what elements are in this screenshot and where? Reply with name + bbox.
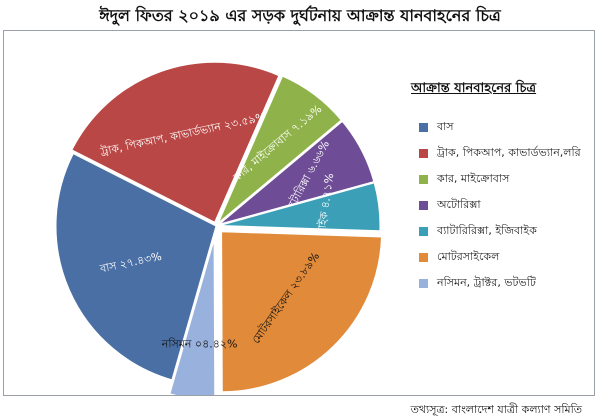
pie-slice (55, 152, 217, 381)
legend-item: কার, মাইক্রোবাস (399, 166, 599, 192)
legend-label: ট্রাক, পিকআপ, কাভার্ডভ্যান,লরি (437, 145, 581, 159)
legend-label: নসিমন, ট্রাক্টর, ভটভটি (437, 275, 536, 289)
chart-area: বাস ২৭.৪৩% ট্রাক, পিকআপ, কাভার্ডভ্যান ২৩.… (3, 30, 595, 416)
legend: আক্রান্ত যানবাহনের চিত্র বাস ট্রাক, পিকআপ… (399, 79, 599, 296)
legend-label: কার, মাইক্রোবাস (437, 171, 510, 185)
legend-swatch (419, 174, 428, 184)
legend-label: বাস (437, 119, 454, 133)
pie-slice (219, 182, 381, 232)
legend-item: বাস (399, 114, 599, 140)
legend-item: মোটরসাইকেল (399, 244, 599, 270)
slice-data-label: নসিমন ০৪.৪২% (161, 337, 238, 350)
legend-item: ব্যাটারিরিক্সা, ইজিবাইক (399, 218, 599, 244)
legend-swatch (419, 122, 428, 132)
chart-title: ঈদুল ফিতর ২০১৯ এর সড়ক দুর্ঘটনায় আক্রান… (99, 6, 501, 25)
pie-slice (217, 75, 342, 224)
legend-title: আক্রান্ত যানবাহনের চিত্র (411, 81, 537, 96)
pie-slice (221, 231, 383, 393)
legend-swatch (419, 252, 428, 262)
legend-items: বাস ট্রাক, পিকআপ, কাভার্ডভ্যান,লরি কার, মা… (399, 114, 599, 296)
legend-swatch (419, 148, 428, 158)
pie-chart: বাস ২৭.৪৩%ট্রাক, পিকআপ, কাভার্ডভ্যান ২৩.… (55, 61, 383, 395)
legend-label: মোটরসাইকেল (437, 249, 500, 263)
legend-item: নসিমন, ট্রাক্টর, ভটভটি (399, 270, 599, 296)
legend-swatch (419, 200, 428, 210)
legend-label: অটোরিক্সা (437, 197, 481, 211)
legend-item: অটোরিক্সা (399, 192, 599, 218)
legend-item: ট্রাক, পিকআপ, কাভার্ডভ্যান,লরি (399, 140, 599, 166)
legend-swatch (419, 226, 428, 236)
legend-label: ব্যাটারিরিক্সা, ইজিবাইক (437, 223, 537, 237)
source-note: তথ্যসূত্র: বাংলাদেশ যাত্রী কল্যাণ সমিতি (410, 403, 582, 416)
pie-slice (169, 239, 216, 395)
pie-slice (219, 120, 375, 225)
pie-slice (71, 61, 280, 223)
legend-swatch (419, 278, 428, 288)
chart-figure: ঈদুল ফিতর ২০১৯ এর সড়ক দুর্ঘটনায় আক্রান… (3, 6, 595, 416)
